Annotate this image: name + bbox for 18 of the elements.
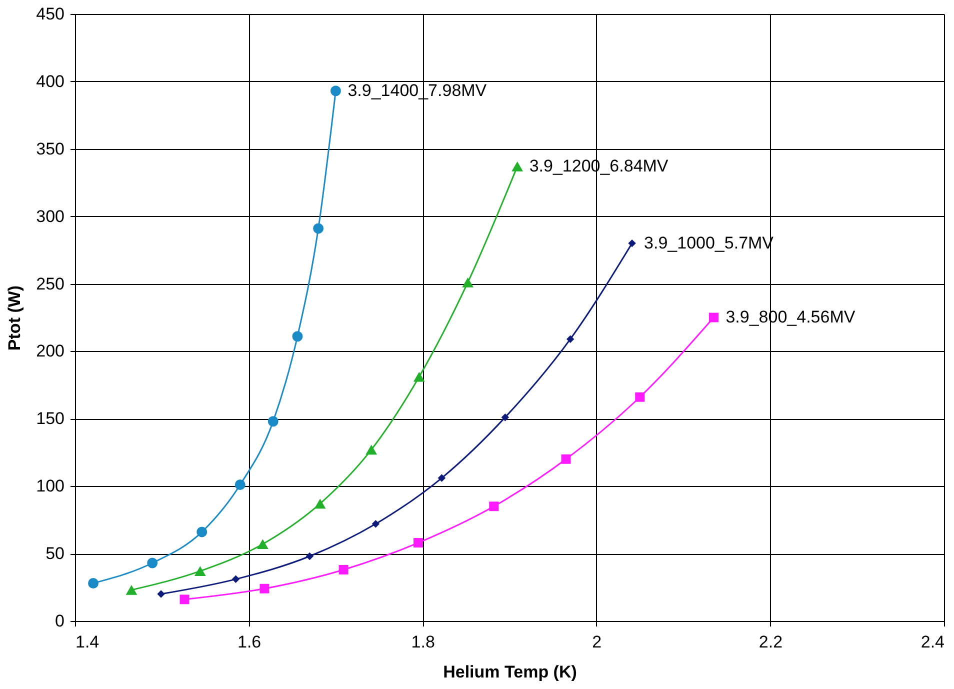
y-axis-title: Ptot (W) (5, 285, 24, 351)
y-tick-label: 450 (36, 4, 64, 24)
x-tick-label: 1.4 (76, 632, 100, 652)
x-axis-title: Helium Temp (K) (443, 662, 577, 682)
x-tick-label: 2.2 (758, 632, 783, 652)
y-tick-label: 400 (36, 72, 64, 91)
x-tick-label: 1.8 (411, 632, 435, 652)
y-tick-label: 200 (36, 342, 64, 361)
y-tick-label: 50 (46, 544, 64, 564)
y-tick-label: 100 (36, 476, 64, 496)
y-tick-label: 300 (36, 206, 64, 226)
y-tick-label: 150 (36, 409, 64, 428)
x-tick-label: 2 (592, 632, 602, 652)
y-tick-label: 0 (55, 612, 64, 630)
y-tick-label: 250 (36, 274, 64, 294)
y-tick-label: 350 (36, 139, 64, 158)
x-tick-label: 1.6 (237, 632, 262, 652)
x-tick-label: 2.4 (920, 632, 944, 652)
